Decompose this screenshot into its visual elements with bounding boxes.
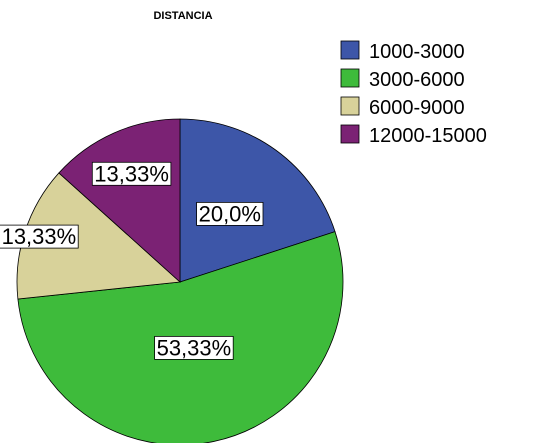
legend-item-6000-9000: 6000-9000 bbox=[340, 96, 465, 119]
data-label-1000-3000: 20,0% bbox=[196, 201, 264, 226]
chart-title: DISTANCIA bbox=[153, 10, 212, 22]
legend-item-12000-15000: 12000-15000 bbox=[340, 124, 487, 147]
data-label-text: 53,33% bbox=[157, 335, 232, 360]
legend-swatch bbox=[340, 68, 360, 88]
data-label-text: 13,33% bbox=[94, 161, 169, 186]
legend-swatch bbox=[340, 124, 360, 144]
legend-label: 3000-6000 bbox=[369, 69, 465, 91]
pie-slice-12000-15000 bbox=[58, 118, 181, 283]
legend-label: 12000-15000 bbox=[369, 125, 487, 147]
data-label-12000-15000: 13,33% bbox=[91, 161, 172, 186]
legend-item-1000-3000: 1000-3000 bbox=[340, 40, 465, 63]
data-label-box bbox=[154, 335, 234, 360]
data-label-box bbox=[0, 224, 79, 249]
data-label-6000-9000: 13,33% bbox=[0, 224, 79, 249]
legend-label: 1000-3000 bbox=[369, 41, 465, 63]
legend-label: 6000-9000 bbox=[369, 97, 465, 119]
legend: 1000-3000 3000-6000 6000-9000 12000-15000 bbox=[340, 40, 487, 147]
pie-slices bbox=[16, 118, 344, 443]
legend-swatch bbox=[340, 96, 360, 116]
data-label-box bbox=[91, 161, 172, 186]
pie-slice-1000-3000 bbox=[179, 118, 336, 283]
legend-swatch bbox=[340, 40, 360, 60]
legend-item-3000-6000: 3000-6000 bbox=[340, 68, 465, 91]
data-label-box bbox=[196, 201, 264, 226]
data-label-3000-6000: 53,33% bbox=[154, 335, 234, 360]
data-label-text: 20,0% bbox=[199, 201, 261, 226]
data-label-text: 13,33% bbox=[2, 224, 77, 249]
pie-data-labels: 20,0% 53,33% 13,33% 13,33% bbox=[0, 161, 264, 360]
